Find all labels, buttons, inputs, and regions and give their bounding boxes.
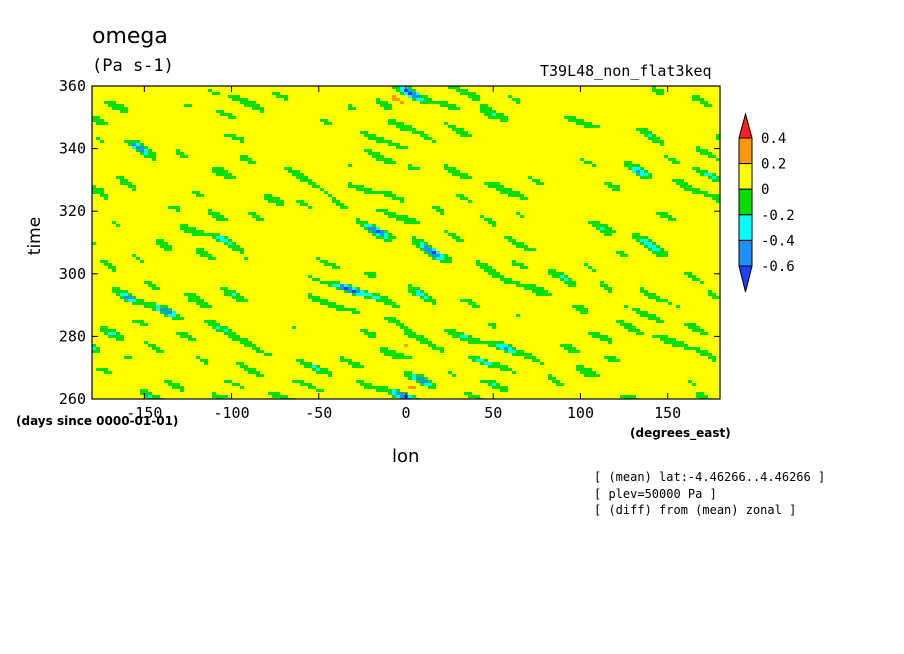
chart-title: omega bbox=[92, 24, 168, 49]
x-axis-units: (degrees_east) bbox=[630, 426, 731, 440]
y-tick-label: 260 bbox=[59, 390, 86, 408]
colorbar-label: -0.2 bbox=[761, 208, 795, 224]
y-tick-label: 300 bbox=[59, 265, 86, 283]
y-tick-label: 340 bbox=[59, 140, 86, 158]
heatmap-cells bbox=[92, 86, 721, 400]
y-tick-label: 320 bbox=[59, 202, 86, 220]
colorbar-segment-min bbox=[738, 265, 753, 293]
x-tick-label: 150 bbox=[654, 404, 681, 422]
colorbar-segment-max bbox=[738, 112, 753, 139]
colorbar-segment bbox=[738, 214, 753, 241]
x-tick-label: -100 bbox=[213, 404, 249, 422]
colorbar-segment bbox=[738, 188, 753, 216]
x-tick-label: -150 bbox=[126, 404, 162, 422]
colorbar-label: 0 bbox=[761, 182, 769, 198]
colorbar-segment bbox=[738, 137, 753, 165]
y-tick-label: 280 bbox=[59, 327, 86, 345]
x-tick-label: 0 bbox=[401, 404, 410, 422]
y-axis-units: (days since 0000-01-01) bbox=[16, 414, 179, 428]
colorbar-segment bbox=[738, 163, 753, 190]
run-name: T39L48_non_flat3keq bbox=[540, 62, 712, 80]
x-tick-label: 50 bbox=[484, 404, 502, 422]
colorbar-label: -0.4 bbox=[761, 233, 795, 249]
chart-units: (Pa s-1) bbox=[92, 56, 174, 76]
note-line-1: [ (mean) lat:-4.46266..4.46266 ] bbox=[594, 470, 826, 484]
note-line-3: [ (diff) from (mean) zonal ] bbox=[594, 503, 797, 517]
note-line-2: [ plev=50000 Pa ] bbox=[594, 487, 717, 501]
colorbar-label: 0.4 bbox=[761, 131, 786, 147]
colorbar-segment bbox=[738, 239, 753, 267]
x-axis-label: lon bbox=[392, 446, 420, 467]
y-tick-label: 360 bbox=[59, 77, 86, 95]
colorbar-label: -0.6 bbox=[761, 259, 795, 275]
x-tick-label: -50 bbox=[305, 404, 332, 422]
colorbar-label: 0.2 bbox=[761, 157, 786, 173]
x-tick-label: 100 bbox=[567, 404, 594, 422]
